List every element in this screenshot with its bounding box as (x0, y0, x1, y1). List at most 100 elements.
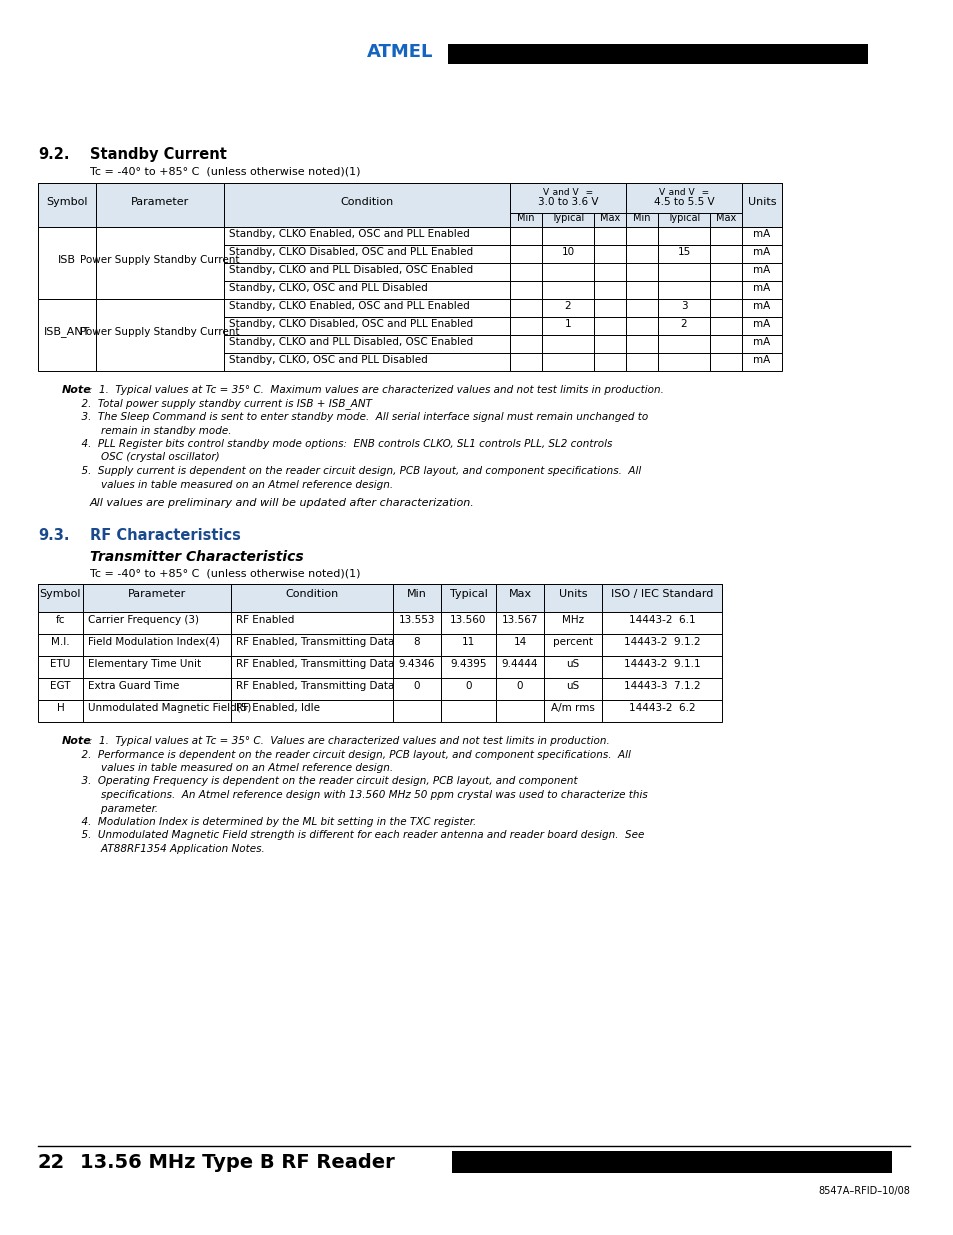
Bar (231, 678, 393, 700)
Bar (594, 282, 625, 299)
Text: AT88RF1354 Application Notes.: AT88RF1354 Application Notes. (62, 844, 265, 853)
Bar (83, 700, 231, 722)
Bar (38, 613, 83, 634)
Text: values in table measured on an Atmel reference design.: values in table measured on an Atmel ref… (62, 479, 393, 489)
Text: Tc = -40° to +85° C  (unless otherwise noted)(1): Tc = -40° to +85° C (unless otherwise no… (90, 167, 360, 177)
Text: ISB_ANT: ISB_ANT (44, 326, 91, 337)
Bar (594, 335, 625, 353)
Bar (543, 613, 601, 634)
Bar (541, 263, 594, 282)
Text: 8: 8 (414, 637, 420, 647)
Bar (510, 183, 625, 212)
Bar (541, 353, 594, 370)
Text: Note: Note (62, 736, 91, 746)
Text: 0: 0 (465, 680, 471, 692)
Bar (658, 317, 709, 335)
Text: Standby, CLKO, OSC and PLL Disabled: Standby, CLKO, OSC and PLL Disabled (229, 283, 427, 293)
Bar (625, 335, 658, 353)
Text: 14: 14 (513, 637, 526, 647)
Bar (440, 678, 496, 700)
Text: Min: Min (633, 212, 650, 224)
Bar (448, 44, 867, 64)
Bar (224, 227, 510, 245)
Text: 13.553: 13.553 (398, 615, 435, 625)
Bar (541, 245, 594, 263)
Bar (393, 584, 440, 613)
Bar (594, 263, 625, 282)
Text: MHz: MHz (561, 615, 583, 625)
Bar (709, 335, 741, 353)
Bar (543, 584, 601, 613)
Bar (658, 353, 709, 370)
Bar (601, 584, 721, 613)
Bar (224, 353, 510, 370)
Text: parameter.: parameter. (62, 804, 158, 814)
Text: 11: 11 (461, 637, 475, 647)
Bar (541, 317, 594, 335)
Text: uS: uS (566, 659, 579, 669)
Bar (709, 263, 741, 282)
Bar (658, 227, 709, 245)
Text: 2: 2 (564, 301, 571, 311)
Text: remain in standby mode.: remain in standby mode. (62, 426, 232, 436)
Text: 2.  Performance is dependent on the reader circuit design, PCB layout, and compo: 2. Performance is dependent on the reade… (62, 750, 630, 760)
Text: 8547A–RFID–10/08: 8547A–RFID–10/08 (818, 1186, 909, 1195)
Bar (741, 282, 781, 299)
Text: Units: Units (747, 198, 776, 207)
Bar (741, 183, 781, 227)
Text: Max: Max (508, 589, 531, 599)
Bar (741, 317, 781, 335)
Bar (231, 656, 393, 678)
Text: Standby, CLKO and PLL Disabled, OSC Enabled: Standby, CLKO and PLL Disabled, OSC Enab… (229, 266, 473, 275)
Bar (594, 317, 625, 335)
Text: Standby, CLKO and PLL Disabled, OSC Enabled: Standby, CLKO and PLL Disabled, OSC Enab… (229, 337, 473, 347)
Bar (224, 335, 510, 353)
Bar (510, 212, 541, 227)
Text: 9.4395: 9.4395 (450, 659, 486, 669)
Bar (231, 700, 393, 722)
Text: Typical: Typical (449, 589, 487, 599)
Bar (709, 245, 741, 263)
Bar (625, 183, 741, 212)
Bar (601, 634, 721, 656)
Bar (543, 656, 601, 678)
Bar (393, 678, 440, 700)
Text: 9.4444: 9.4444 (501, 659, 537, 669)
Text: Power Supply Standby Current: Power Supply Standby Current (80, 254, 239, 266)
Text: 14443-2  9.1.2: 14443-2 9.1.2 (623, 637, 700, 647)
Bar (510, 245, 541, 263)
Bar (658, 245, 709, 263)
Bar (38, 678, 83, 700)
Text: 9.4346: 9.4346 (398, 659, 435, 669)
Bar (231, 634, 393, 656)
Text: Transmitter Characteristics: Transmitter Characteristics (90, 550, 303, 564)
Bar (38, 183, 781, 227)
Bar (496, 613, 543, 634)
Bar (709, 282, 741, 299)
Bar (38, 634, 83, 656)
Bar (709, 227, 741, 245)
Text: Elementary Time Unit: Elementary Time Unit (88, 659, 201, 669)
Text: RF Enabled: RF Enabled (235, 615, 294, 625)
Bar (709, 353, 741, 370)
Text: 3.0 to 3.6 V: 3.0 to 3.6 V (537, 198, 598, 207)
Text: 0: 0 (414, 680, 420, 692)
Text: Max: Max (715, 212, 736, 224)
Bar (741, 227, 781, 245)
Text: 15: 15 (677, 247, 690, 257)
Bar (541, 299, 594, 317)
Bar (625, 353, 658, 370)
Bar (594, 299, 625, 317)
Bar (83, 634, 231, 656)
Text: Note: Note (62, 385, 91, 395)
Text: 5.  Unmodulated Magnetic Field strength is different for each reader antenna and: 5. Unmodulated Magnetic Field strength i… (62, 830, 643, 841)
Text: ATMEL: ATMEL (366, 43, 433, 61)
Text: Standby, CLKO, OSC and PLL Disabled: Standby, CLKO, OSC and PLL Disabled (229, 354, 427, 366)
Bar (594, 212, 625, 227)
Text: M.I.: M.I. (51, 637, 70, 647)
Text: Power Supply Standby Current: Power Supply Standby Current (80, 327, 239, 337)
Text: A/m rms: A/m rms (551, 703, 595, 713)
Text: 4.  PLL Register bits control standby mode options:  ENB controls CLKO, SL1 cont: 4. PLL Register bits control standby mod… (62, 438, 612, 450)
Bar (541, 212, 594, 227)
Bar (440, 634, 496, 656)
